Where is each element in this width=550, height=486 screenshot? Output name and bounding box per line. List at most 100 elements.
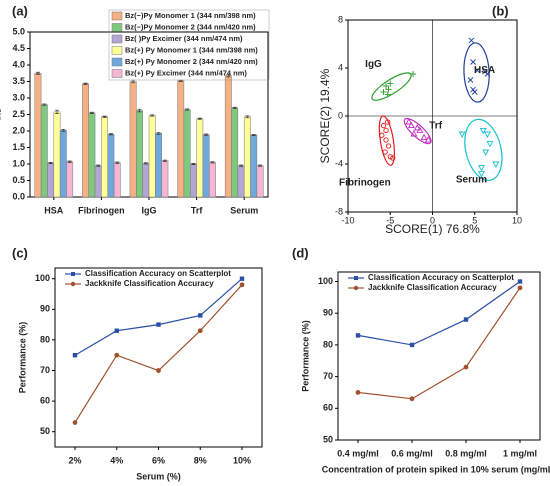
point <box>468 37 475 44</box>
line <box>357 281 521 346</box>
y-tick-label: 4.0 <box>12 59 25 69</box>
point <box>517 279 523 284</box>
y-tick-label: 60 <box>40 395 50 405</box>
point <box>114 328 119 333</box>
bar <box>53 111 61 198</box>
point <box>482 68 488 75</box>
error-bar <box>61 129 66 132</box>
point <box>470 59 476 65</box>
y-tick-label: 0.0 <box>12 191 25 201</box>
point <box>383 137 389 143</box>
legend-swatch <box>111 69 123 78</box>
point <box>420 133 428 141</box>
line <box>74 278 243 356</box>
legend-swatch <box>111 23 123 32</box>
panel-label: (c) <box>12 245 28 260</box>
error-bar <box>239 164 244 167</box>
x-tick-label: 0.6 mg/ml <box>391 448 433 458</box>
error-bar <box>89 111 94 114</box>
legend-swatch <box>111 34 123 44</box>
confidence-ellipse <box>371 72 412 101</box>
group-label: Serum <box>456 175 487 186</box>
point <box>517 285 523 291</box>
legend-label: Bz(+) Py Monomer 2 (344 nm/420 nm) <box>125 57 258 66</box>
legend-marker <box>354 276 358 280</box>
bar <box>47 162 55 198</box>
legend-label: Bz(−)Py Monomer 1 (344 nm/398 nm) <box>125 11 256 20</box>
legend-label: Bz( )Py Excimer (344 nm/474 nm) <box>125 34 243 43</box>
legend-label: Bz(−)Py Monomer 2 (344 nm/420 nm) <box>125 22 256 31</box>
point <box>474 67 481 74</box>
x-tick-label: 2% <box>68 455 81 465</box>
point <box>479 127 487 135</box>
legend-marker <box>70 281 76 287</box>
x-axis-label: Serum (%) <box>136 471 181 481</box>
point <box>383 127 389 134</box>
x-tick-label: 4% <box>110 455 123 465</box>
error-bar <box>251 133 256 136</box>
y-tick-label: 4.5 <box>12 43 25 53</box>
point <box>72 420 78 425</box>
x-tick-label: 10% <box>233 455 251 465</box>
error-bar <box>162 159 167 162</box>
legend-label: Bz(+) Py Excimer (344 nm/474 nm) <box>125 68 247 77</box>
point <box>424 136 432 143</box>
error-bar <box>197 117 202 120</box>
confidence-ellipse <box>378 115 396 166</box>
bar <box>243 116 251 198</box>
bar <box>34 73 42 198</box>
point <box>390 155 396 161</box>
bar <box>196 118 204 198</box>
y-tick-label: 3.0 <box>12 92 25 102</box>
x-tick-label: -5 <box>386 215 394 225</box>
x-tick-label: Trf <box>191 205 204 215</box>
y-tick-label: 70 <box>323 371 333 381</box>
error-bar <box>226 73 231 78</box>
x-tick-label: 0 <box>430 215 435 225</box>
point <box>467 77 474 83</box>
y-tick-label: 4 <box>338 62 343 72</box>
line <box>357 287 521 400</box>
y-tick-label: 1.0 <box>12 158 25 168</box>
bar <box>40 104 48 198</box>
y-axis-label: I/I₀ <box>0 109 2 121</box>
y-axis-label: Performance (%) <box>300 320 310 392</box>
group-label: Trf <box>429 121 442 132</box>
y-tick-label: 90 <box>323 308 333 318</box>
point <box>478 165 485 172</box>
y-tick-label: -4 <box>335 158 343 168</box>
y-tick-label: 2.0 <box>12 125 25 135</box>
bar <box>256 165 264 198</box>
error-bar <box>143 162 148 165</box>
y-tick-label: 70 <box>40 365 50 375</box>
point <box>72 353 78 358</box>
bar <box>177 80 185 198</box>
bar <box>231 107 239 198</box>
point <box>156 368 161 373</box>
point <box>463 317 469 322</box>
y-tick-label: 100 <box>35 273 50 283</box>
point <box>471 89 478 95</box>
error-bar <box>67 160 72 163</box>
error-bar <box>35 71 40 75</box>
legend-marker <box>353 285 359 291</box>
line <box>74 284 243 423</box>
y-tick-label: 0.5 <box>12 175 25 185</box>
point <box>387 80 394 87</box>
group-label: Fibrinogen <box>339 177 391 188</box>
error-bar <box>204 133 209 136</box>
error-bar <box>232 106 237 109</box>
point <box>409 396 415 402</box>
error-bar <box>210 161 215 164</box>
y-tick-label: 80 <box>323 339 333 349</box>
point <box>197 328 203 334</box>
bar <box>107 134 115 198</box>
error-bar <box>137 108 142 113</box>
x-tick-label: Serum <box>230 205 258 215</box>
point <box>413 124 421 131</box>
bar <box>136 110 143 198</box>
legend-swatch <box>111 46 123 55</box>
error-bar <box>258 164 263 167</box>
panel-label: (a) <box>12 3 28 18</box>
legend-swatch <box>111 57 123 67</box>
